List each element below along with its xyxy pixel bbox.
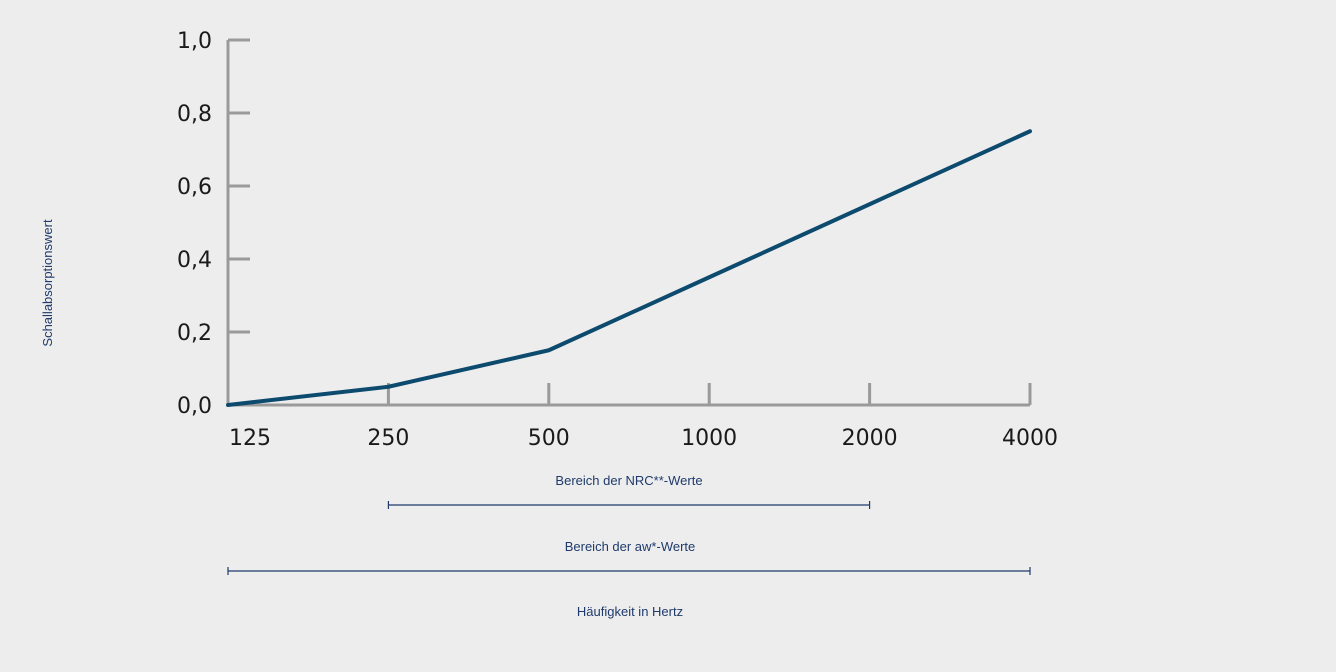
series-line [226, 129, 1032, 407]
range-label: Bereich der NRC**-Werte [555, 473, 702, 488]
series-group [226, 129, 1032, 407]
range-bracket: Bereich der aw*-Werte [227, 539, 1031, 575]
x-tick-label: 1000 [681, 426, 737, 451]
x-axis-label: Häufigkeit in Hertz [577, 604, 683, 619]
y-axis-ticks: 0,0 0,2 0,4 0,6 0,8 1,0 [177, 29, 250, 419]
x-tick-label: 125 [229, 426, 271, 451]
y-tick-label: 0,6 [177, 175, 212, 200]
y-tick-label: 0,0 [177, 394, 212, 419]
x-tick-label: 250 [367, 426, 409, 451]
x-tick-label: 500 [528, 426, 570, 451]
x-tick-label: 2000 [842, 426, 898, 451]
y-tick-label: 0,8 [177, 102, 212, 127]
y-axis-label: Schallabsorptionswert [40, 219, 55, 347]
y-tick-label: 0,4 [177, 248, 212, 273]
y-tick-label: 1,0 [177, 29, 212, 54]
x-tick-label: 4000 [1002, 426, 1058, 451]
x-axis-ticks: 125 250 500 1000 2000 4000 [229, 383, 1058, 451]
y-tick-label: 0,2 [177, 321, 212, 346]
range-brackets: Bereich der NRC**-Werte Bereich der aw*-W… [227, 473, 1031, 575]
range-label: Bereich der aw*-Werte [565, 539, 696, 554]
range-bracket: Bereich der NRC**-Werte [387, 473, 871, 509]
axes [226, 40, 1030, 407]
